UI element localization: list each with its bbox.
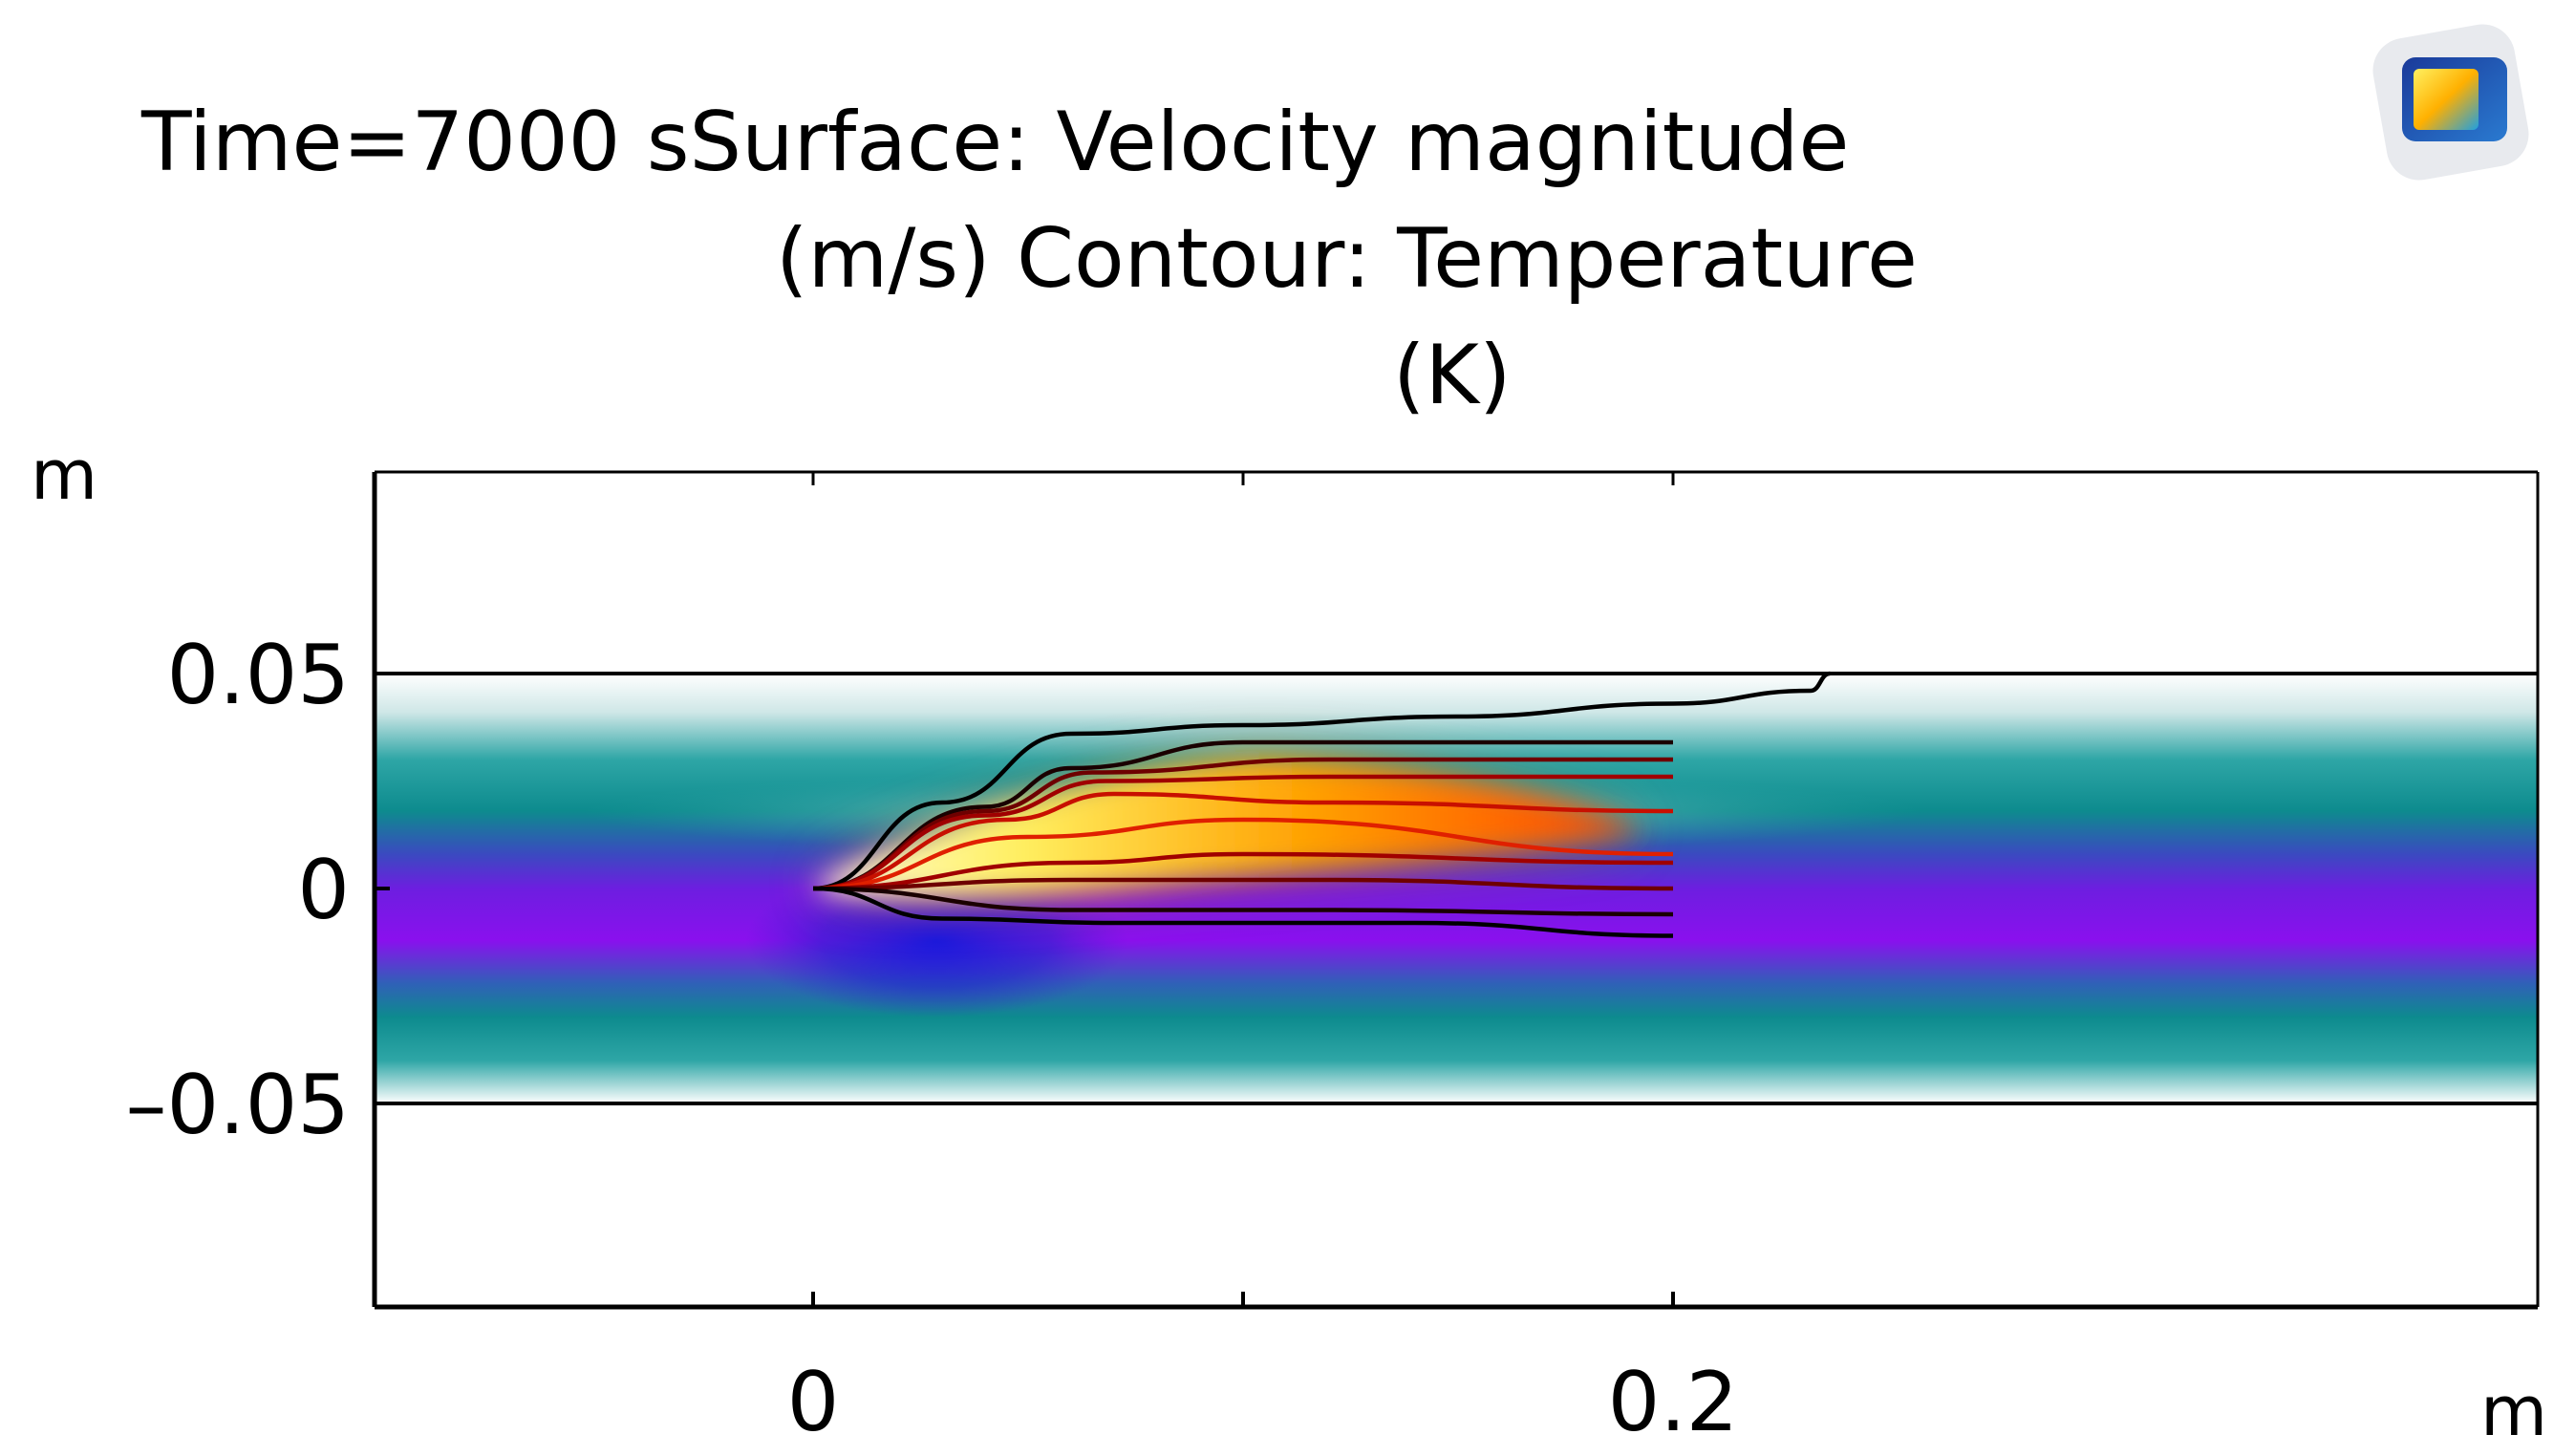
contour-line-4 (812, 774, 1673, 891)
contour-line-6 (812, 817, 1674, 891)
contour-line-9 (812, 886, 1674, 917)
contour-line-8 (812, 877, 1674, 891)
title-line-2: (m/s) Contour: Temperature (776, 211, 1918, 307)
contour-line-10 (812, 886, 1674, 938)
app-logo-icon (2372, 24, 2529, 181)
x-tick-label: 0 (787, 1355, 840, 1450)
y-axis-unit-label: m (31, 435, 97, 515)
contour-line-2 (812, 739, 1673, 891)
channel-walls (375, 672, 2538, 1105)
contour-line-3 (812, 757, 1673, 891)
contour-line-5 (812, 791, 1674, 891)
title-line-3: (K) (1393, 328, 1512, 423)
y-tick-label: 0 (297, 843, 350, 938)
y-tick-label: –0.05 (126, 1058, 350, 1153)
low-velocity-region (745, 865, 1127, 1017)
contour-line-1 (812, 671, 1831, 891)
x-axis-unit-label: m (2480, 1371, 2547, 1451)
velocity-band (375, 674, 2538, 1103)
x-tick-label: 0.2 (1608, 1355, 1739, 1450)
contour-line-7 (812, 851, 1674, 891)
velocity-field (375, 674, 2538, 1103)
temperature-contours (812, 671, 1831, 938)
title-line-1: Time=7000 sSurface: Velocity magnitude (140, 95, 1849, 190)
y-tick-label: 0.05 (167, 628, 350, 723)
x-axis-ticks: 0 0.2 (787, 472, 1739, 1450)
y-axis-ticks: –0.05 0 0.05 (126, 628, 390, 1153)
